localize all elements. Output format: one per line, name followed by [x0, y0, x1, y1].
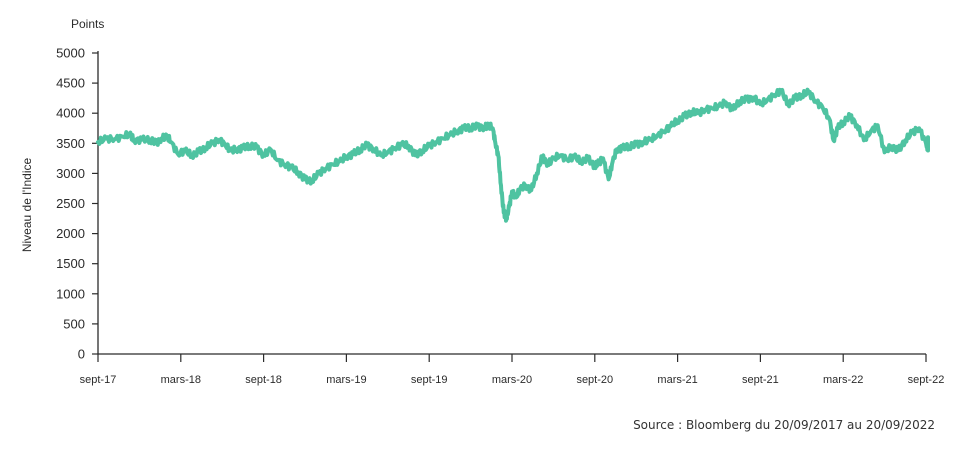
x-tick-label: mars-19	[326, 374, 366, 386]
y-tick-label: 3000	[56, 166, 85, 181]
y-tick-label: 4500	[56, 76, 85, 91]
x-tick-label: mars-21	[657, 374, 697, 386]
series-layer	[96, 87, 930, 223]
y-tick-label: 0	[78, 347, 85, 362]
x-tick-label: sept-22	[908, 374, 945, 386]
y-tick-label: 1000	[56, 286, 85, 301]
index-series-line	[96, 87, 930, 223]
x-tick-label: sept-18	[245, 374, 282, 386]
y-axis-title: Niveau de l'Indice	[20, 158, 34, 253]
y-tick-label: 4000	[56, 106, 85, 121]
y-axis: 0 500 1000 1500 2000 2500 3000 3500 4000 4500 5000	[56, 46, 99, 362]
x-axis: sept-17 mars-18 sept-18 mars-19 sept-19 mars-…	[80, 353, 945, 386]
y-axis-unit-label: Points	[71, 17, 104, 31]
x-tick-label: sept-19	[411, 374, 448, 386]
y-tick-label: 5000	[56, 46, 85, 61]
x-tick-label: sept-20	[576, 374, 613, 386]
y-tick-label: 3500	[56, 136, 85, 151]
source-note: Source : Bloomberg du 20/09/2017 au 20/0…	[633, 418, 935, 432]
y-tick-label: 2000	[56, 226, 85, 241]
x-tick-label: sept-21	[742, 374, 779, 386]
x-tick-label: mars-18	[161, 374, 201, 386]
y-tick-label: 1500	[56, 256, 85, 271]
x-tick-label: mars-22	[823, 374, 863, 386]
x-tick-label: sept-17	[80, 374, 117, 386]
x-tick-label: mars-20	[492, 374, 532, 386]
y-tick-label: 500	[63, 316, 85, 331]
y-tick-label: 2500	[56, 196, 85, 211]
